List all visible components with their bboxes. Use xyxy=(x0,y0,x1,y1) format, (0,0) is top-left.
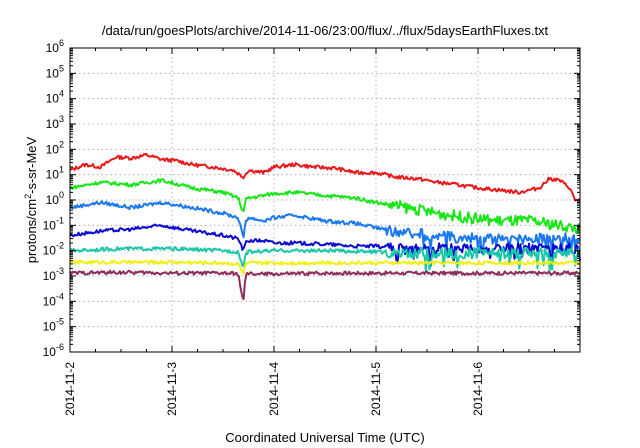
y-tick-label: 10-3 xyxy=(43,266,64,283)
y-tick-label: 106 xyxy=(46,38,64,55)
y-tick-label: 105 xyxy=(46,63,64,80)
series-line xyxy=(69,245,581,273)
chart-title: /data/run/goesPlots/archive/2014-11-06/2… xyxy=(102,23,549,38)
y-tick-label: 104 xyxy=(46,89,64,106)
series-line xyxy=(69,269,581,301)
y-axis-label: protons/cm2-s-sr-MeV xyxy=(23,136,39,263)
y-tick-label: 10-6 xyxy=(43,342,64,359)
x-tick-label: 2014-11-2 xyxy=(63,362,77,416)
series-line xyxy=(69,200,581,256)
grid xyxy=(70,48,580,352)
series-line xyxy=(69,259,581,275)
y-tick-labels: 10-6 10-5 10-4 10-3 10-2 10-1 100 101 102 103 104 1… xyxy=(43,38,64,359)
series-line xyxy=(69,223,581,268)
y-tick-label: 10-4 xyxy=(43,291,64,308)
y-tick-label: 10-1 xyxy=(43,215,64,232)
y-tick-label: 103 xyxy=(46,114,64,131)
x-tick-labels: 2014-11-2 2014-11-3 2014-11-4 2014-11-5 2014… xyxy=(63,362,485,416)
x-tick-label: 2014-11-5 xyxy=(369,362,383,416)
y-tick-label: 10-2 xyxy=(43,241,64,258)
x-tick-label: 2014-11-4 xyxy=(267,362,281,416)
series-line xyxy=(69,178,581,235)
x-axis-label: Coordinated Universal Time (UTC) xyxy=(225,430,424,445)
series-group xyxy=(69,152,581,301)
series-line xyxy=(69,152,580,202)
tick-marks xyxy=(69,47,580,353)
y-tick-label: 101 xyxy=(46,165,64,182)
y-tick-label: 102 xyxy=(46,139,64,156)
y-tick-label: 10-5 xyxy=(43,317,64,334)
y-tick-label: 100 xyxy=(46,190,64,207)
x-tick-label: 2014-11-3 xyxy=(165,362,179,416)
x-tick-label: 2014-11-6 xyxy=(471,362,485,416)
